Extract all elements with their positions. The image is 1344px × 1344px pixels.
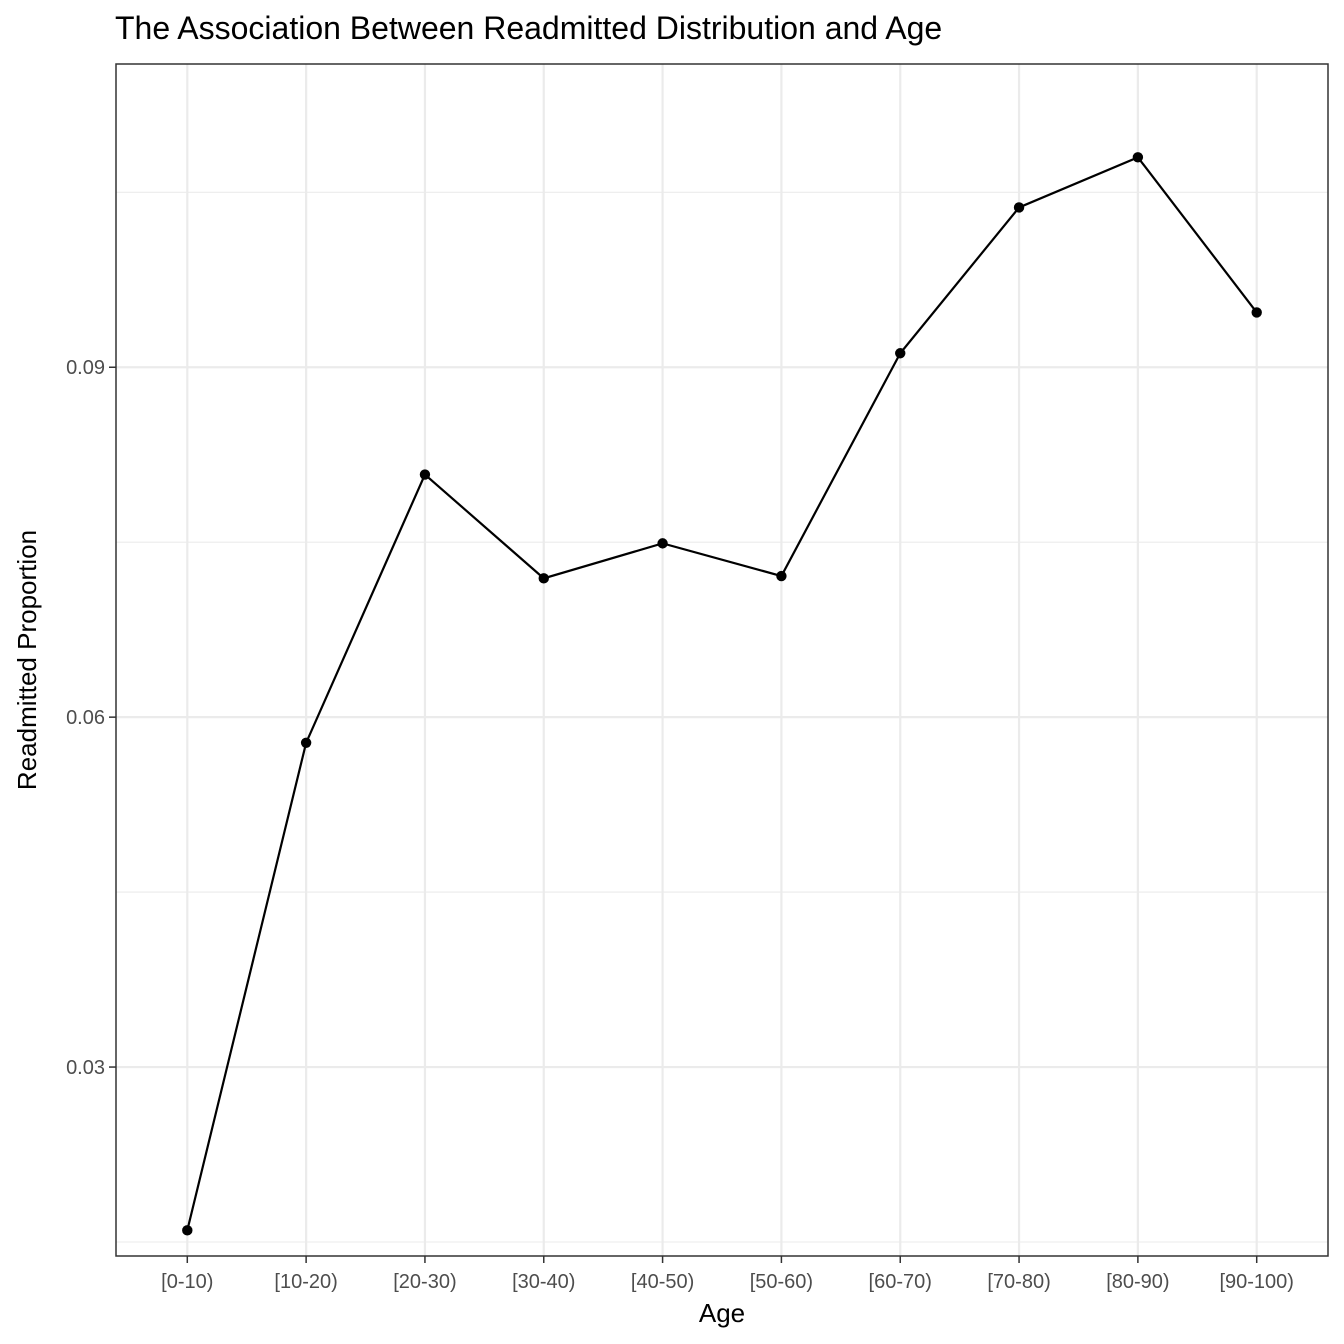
data-series — [182, 152, 1262, 1236]
y-tick-label: 0.03 — [66, 1057, 105, 1079]
data-point — [1132, 152, 1144, 163]
y-tick-label: 0.09 — [66, 357, 105, 379]
data-point — [419, 469, 431, 480]
x-tick-label: [50-60) — [750, 1271, 813, 1293]
x-tick-label: [30-40) — [512, 1271, 575, 1293]
data-point — [538, 573, 549, 584]
y-axis: 0.03 0.06 0.09 — [66, 357, 116, 1079]
x-tick-label: [10-20) — [274, 1271, 337, 1293]
minor-gridlines — [116, 191, 1328, 1243]
data-point — [776, 570, 787, 582]
x-tick-label: [20-30) — [393, 1271, 456, 1293]
x-axis: [0-10) [10-20) [20-30) [30-40) [40-50) [50-60… — [161, 1256, 1294, 1293]
plot-panel-border — [115, 63, 1329, 1257]
x-tick-label: [80-90) — [1106, 1271, 1169, 1293]
x-tick-label: [60-70) — [869, 1271, 932, 1293]
data-point — [657, 538, 668, 549]
x-tick-label: [70-80) — [987, 1271, 1050, 1293]
data-point — [300, 737, 312, 749]
data-point — [1251, 307, 1262, 318]
data-point — [1013, 202, 1025, 213]
data-point — [895, 348, 906, 359]
series-line — [186, 155, 1258, 1231]
y-tick-label: 0.06 — [66, 707, 105, 729]
x-tick-label: [0-10) — [161, 1271, 213, 1293]
x-tick-label: [90-100) — [1219, 1271, 1294, 1293]
chart-title: The Association Between Readmitted Distr… — [115, 10, 942, 46]
data-point — [182, 1225, 193, 1236]
x-tick-label: [40-50) — [631, 1271, 694, 1293]
major-gridlines — [116, 64, 1328, 1256]
x-axis-title: Age — [699, 1298, 745, 1328]
y-axis-title: Readmitted Proportion — [12, 530, 42, 790]
